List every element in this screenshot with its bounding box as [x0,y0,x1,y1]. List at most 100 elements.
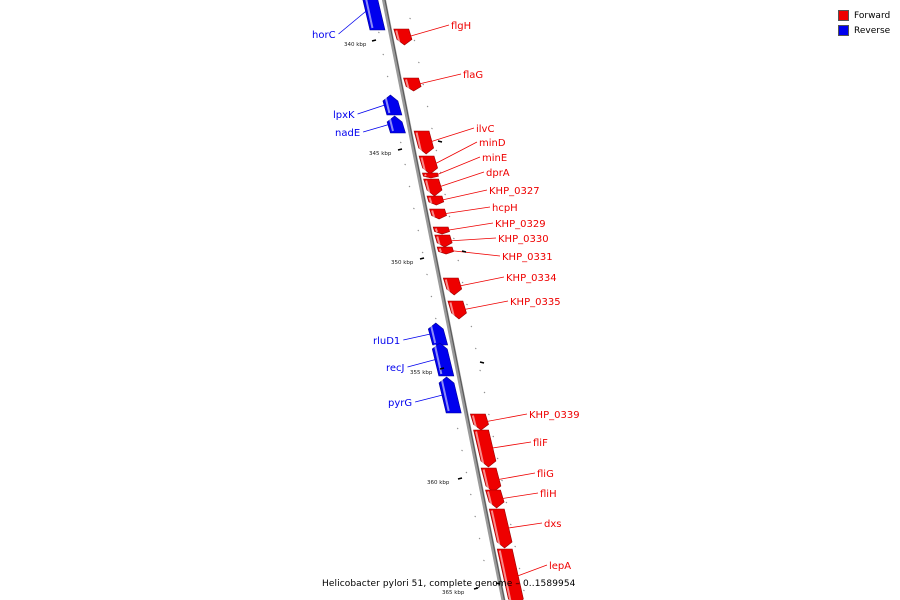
gene-label-flaG[interactable]: flaG [463,70,483,81]
gene-minD[interactable] [418,155,438,175]
gene-label-horC[interactable]: horC [312,30,336,41]
gene-label-recJ[interactable]: recJ [386,363,405,374]
gene-dprA[interactable] [423,178,443,197]
gene-label-KHP_0327[interactable]: KHP_0327 [489,186,540,197]
minor-tick [509,523,512,526]
gene-label-KHP_0334[interactable]: KHP_0334 [506,273,557,284]
gene-arrow[interactable] [393,28,413,46]
gene-arrow[interactable] [432,226,450,235]
minor-tick [409,17,411,20]
gene-arrow[interactable] [436,246,454,255]
gene-arrow[interactable] [442,277,463,296]
gene-arrow[interactable] [413,130,434,155]
gene-label-lepA[interactable]: lepA [549,561,571,572]
gene-highlight [434,228,438,233]
gene-label-KHP_0329[interactable]: KHP_0329 [495,219,546,230]
gene-pyrG[interactable] [438,376,462,414]
minor-tick [488,413,490,416]
minor-tick [413,207,415,210]
minor-tick [514,545,517,548]
gene-arrow[interactable] [473,429,497,468]
scale-label: 340 kbp [344,42,367,48]
gene-label-fliF[interactable]: fliF [533,438,548,449]
gene-highlight [498,550,512,600]
gene-label-ilvC[interactable]: ilvC [476,124,494,135]
scale-label: 355 kbp [410,370,433,376]
gene-highlight [431,210,436,218]
minor-tick [421,251,424,254]
gene-dxs[interactable] [488,508,513,549]
gene-label-fliG[interactable]: fliG [537,469,554,480]
gene-flgH[interactable] [393,28,413,46]
minor-tick [426,105,429,108]
gene-arrow[interactable] [480,467,502,493]
gene-label-dprA[interactable]: dprA [486,168,510,179]
gene-arrow[interactable] [431,342,455,377]
gene-arrow[interactable] [403,77,422,92]
gene-highlight [490,510,501,547]
gene-label-KHP_0335[interactable]: KHP_0335 [510,297,561,308]
gene-KHP_0339[interactable] [469,413,489,431]
gene-label-lpxK[interactable]: lpxK [333,110,355,121]
gene-flaG[interactable] [403,77,422,92]
leader-line [489,441,532,449]
minor-tick [413,39,416,42]
leader-line [461,300,509,311]
gene-label-minD[interactable]: minD [479,138,506,149]
gene-highlight [482,469,490,491]
gene-label-flgH[interactable]: flgH [451,21,471,32]
gene-fliG[interactable] [480,467,502,493]
minor-tick [483,391,486,394]
gene-label-fliH[interactable]: fliH [540,489,557,500]
leader-line [442,206,491,215]
scale-mark [437,140,443,143]
gene-highlight [440,378,450,412]
gene-label-KHP_0339[interactable]: KHP_0339 [529,410,580,421]
minor-tick [465,471,468,474]
gene-highlight [424,173,427,177]
gene-arrow[interactable] [423,178,443,197]
gene-label-KHP_0330[interactable]: KHP_0330 [498,234,549,245]
gene-KHP_0335[interactable] [447,300,467,320]
gene-minE[interactable] [422,172,439,179]
gene-label-nadE[interactable]: nadE [335,128,360,139]
gene-rluD1[interactable] [427,322,449,346]
gene-nadE[interactable] [386,115,406,134]
gene-highlight [471,415,478,429]
gene-arrow[interactable] [496,548,524,600]
gene-label-KHP_0331[interactable]: KHP_0331 [502,252,553,263]
gene-arrow[interactable] [362,0,386,31]
gene-label-rluD1[interactable]: rluD1 [373,336,400,347]
gene-arrow[interactable] [469,413,489,431]
gene-lpxK[interactable] [382,94,403,116]
gene-KHP_0330[interactable] [434,234,453,248]
gene-ilvC[interactable] [413,130,434,155]
leader-line [403,333,431,341]
gene-KHP_0331[interactable] [436,246,454,255]
gene-KHP_0329[interactable] [432,226,450,235]
minor-tick [444,193,446,196]
gene-fliH[interactable] [485,489,505,509]
gene-arrow[interactable] [485,489,505,509]
gene-horC[interactable] [362,0,386,31]
gene-KHP_0334[interactable] [442,277,463,296]
gene-lepA[interactable] [496,548,524,600]
gene-label-dxs[interactable]: dxs [544,519,561,530]
gene-fliF[interactable] [473,429,497,468]
gene-arrow[interactable] [422,172,439,179]
genome-axis [381,0,506,600]
gene-highlight [444,279,451,294]
gene-arrow[interactable] [447,300,467,320]
gene-hcpH[interactable] [429,208,447,220]
leader-line [456,276,505,287]
gene-arrow[interactable] [438,376,462,414]
minor-tick [435,149,438,152]
gene-label-hcpH[interactable]: hcpH [492,203,518,214]
gene-arrow[interactable] [434,234,453,248]
gene-KHP_0327[interactable] [426,195,445,206]
gene-label-minE[interactable]: minE [482,153,507,164]
gene-arrow[interactable] [488,508,513,549]
leader-line [407,359,436,368]
gene-arrow[interactable] [418,155,438,175]
gene-label-pyrG[interactable]: pyrG [388,398,412,409]
